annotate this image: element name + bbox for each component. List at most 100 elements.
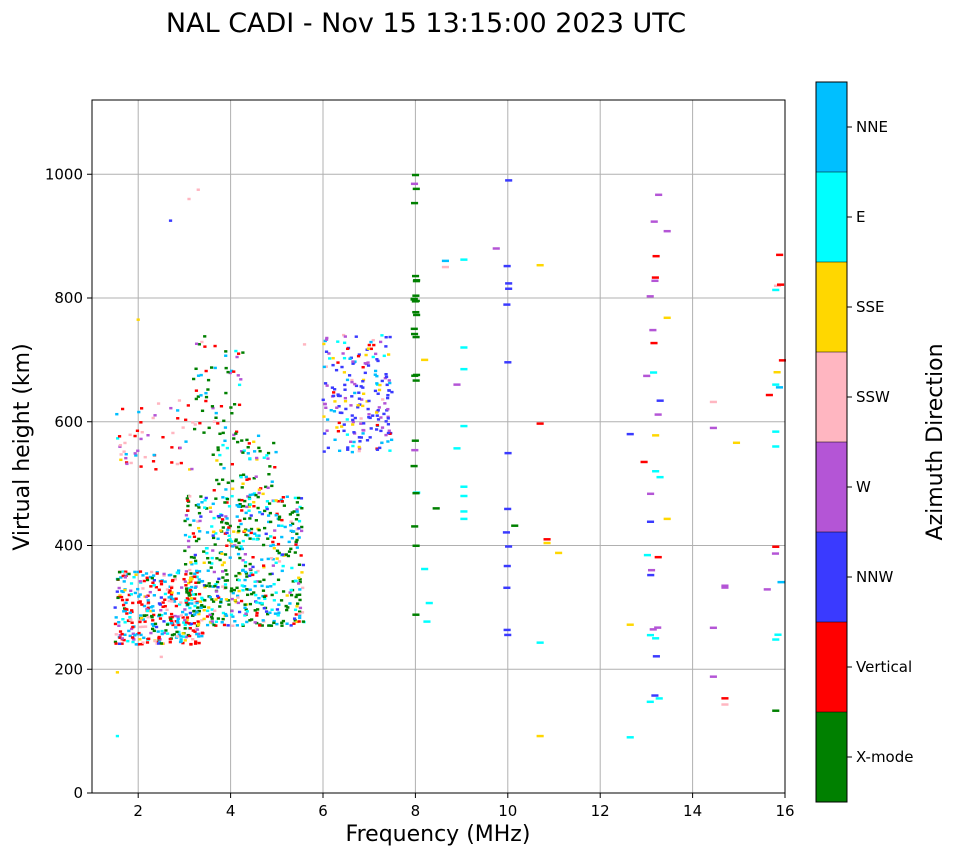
echo-cell-e: [195, 575, 199, 579]
echo-cell-vertical: [139, 421, 143, 424]
echo-cell-vertical: [292, 622, 296, 625]
echo-cell-x-mode: [411, 439, 419, 442]
echo-cell-nnw: [646, 520, 655, 523]
echo-cell-nnw: [351, 418, 355, 422]
echo-cell-sse: [295, 620, 299, 624]
echo-cell-nne: [248, 588, 252, 591]
echo-cell-nne: [152, 574, 156, 577]
echo-cell-x-mode: [117, 570, 122, 574]
echo-cell-x-mode: [197, 511, 202, 515]
echo-cell-sse: [237, 589, 241, 593]
echo-cell-w: [360, 398, 364, 401]
echo-cell-x-mode: [296, 513, 300, 517]
echo-cell-w: [453, 383, 461, 386]
echo-cell-w: [643, 374, 651, 378]
echo-cell-e: [181, 635, 186, 638]
echo-cell-ssw: [141, 641, 145, 644]
echo-cell-vertical: [149, 585, 153, 588]
echo-cell-vertical: [168, 640, 172, 644]
echo-cell-nnw: [351, 362, 355, 365]
echo-cell-ssw: [149, 570, 154, 574]
echo-cell-vertical: [122, 638, 126, 642]
echo-cell-nne: [128, 634, 132, 638]
echo-cell-vertical: [216, 422, 220, 425]
echo-cell-x-mode: [412, 279, 420, 283]
echo-cell-x-mode: [280, 624, 284, 627]
echo-cell-nne: [226, 528, 230, 531]
echo-cell-nne: [257, 534, 261, 537]
echo-cell-x-mode: [410, 332, 419, 336]
echo-cell-nne: [777, 580, 785, 584]
echo-cell-x-mode: [235, 546, 239, 549]
echo-cell-e: [247, 509, 251, 512]
echo-cell-e: [221, 611, 226, 615]
echo-cell-w: [117, 586, 121, 590]
echo-cell-x-mode: [257, 446, 261, 450]
echo-cell-sse: [211, 530, 216, 534]
echo-cell-vertical: [161, 435, 165, 439]
echo-cell-vertical: [332, 391, 336, 394]
echo-cell-nne: [187, 601, 191, 605]
echo-cell-vertical: [184, 601, 188, 604]
echo-cell-nne: [261, 619, 265, 622]
echo-cell-w: [145, 607, 149, 611]
echo-cell-x-mode: [264, 485, 268, 489]
echo-cell-nne: [137, 410, 141, 414]
echo-cell-vertical: [245, 478, 249, 481]
echo-cell-w: [324, 406, 328, 410]
echo-cell-nne: [235, 624, 239, 627]
echo-cell-nne: [139, 614, 143, 617]
echo-cell-vertical: [171, 578, 175, 582]
echo-cell-x-mode: [297, 563, 302, 566]
echo-cell-nne: [178, 640, 183, 644]
echo-cell-e: [188, 606, 192, 610]
echo-cell-vertical: [146, 606, 150, 610]
echo-cell-nnw: [216, 514, 220, 518]
x-tick-label: 8: [411, 802, 421, 820]
echo-cell-e: [297, 519, 302, 523]
echo-cell-x-mode: [240, 486, 244, 489]
echo-cell-vertical: [375, 423, 379, 427]
echo-cell-x-mode: [262, 595, 267, 599]
echo-cell-w: [210, 620, 214, 623]
echo-cell-x-mode: [412, 373, 421, 377]
echo-cell-nne: [258, 601, 262, 605]
echo-cell-nnw: [338, 394, 342, 398]
echo-cell-nnw: [354, 384, 359, 388]
echo-cell-sse: [202, 561, 206, 565]
echo-cell-nne: [289, 529, 293, 533]
echo-cell-e: [243, 561, 248, 564]
echo-cell-sse: [189, 597, 193, 600]
echo-cell-sse: [241, 482, 245, 485]
echo-cell-nnw: [504, 451, 512, 455]
echo-cell-ssw: [122, 450, 126, 453]
echo-cell-e: [626, 736, 634, 739]
echo-cell-nne: [205, 623, 210, 627]
echo-cell-x-mode: [209, 366, 214, 369]
echo-cell-w: [353, 382, 357, 386]
echo-cell-vertical: [188, 626, 192, 630]
echo-cell-w: [230, 609, 234, 613]
echo-cell-nne: [139, 633, 143, 637]
echo-cell-nne: [200, 634, 204, 638]
echo-cell-w: [118, 445, 122, 448]
echo-cell-nne: [326, 418, 330, 421]
echo-cell-x-mode: [254, 519, 258, 522]
echo-cell-ssw: [350, 378, 354, 382]
echo-cell-w: [298, 606, 303, 610]
echo-cell-nne: [183, 533, 188, 537]
echo-cell-nne: [348, 357, 352, 360]
echo-cell-w: [212, 570, 216, 574]
echo-cell-w: [273, 529, 277, 532]
echo-cell-ssw: [118, 443, 123, 447]
echo-cell-vertical: [195, 571, 199, 574]
echo-cell-nne: [219, 550, 223, 554]
echo-cell-vertical: [189, 642, 193, 646]
echo-cell-sse: [378, 383, 382, 387]
echo-cell-vertical: [273, 465, 277, 469]
echo-cell-e: [265, 506, 269, 509]
echo-cell-nne: [246, 452, 250, 455]
echo-cell-ssw: [196, 520, 200, 523]
echo-cell-e: [139, 581, 143, 584]
echo-cell-nne: [146, 599, 150, 602]
